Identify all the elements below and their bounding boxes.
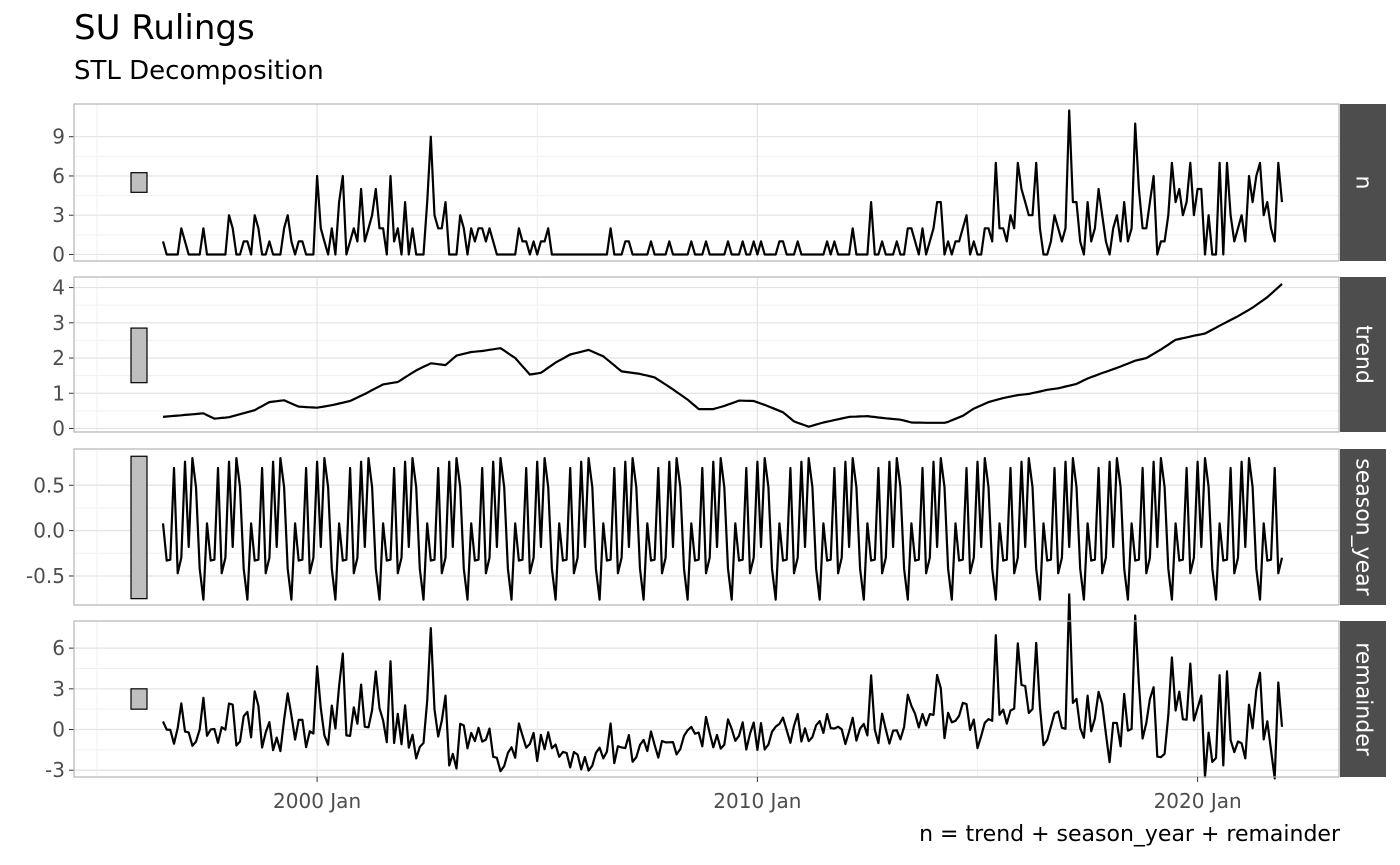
facet-strip-remainder <box>1340 621 1386 777</box>
y-tick-label: 3 <box>52 677 65 701</box>
y-tick-label: 0 <box>52 416 65 440</box>
facet-label-remainder: remainder <box>1351 642 1376 757</box>
facet-strip-trend <box>1340 277 1386 432</box>
panel-border <box>73 276 1340 433</box>
y-tick-label: 3 <box>52 311 65 335</box>
y-tick-label: 0 <box>52 242 65 266</box>
y-tick-label: 0.5 <box>33 473 65 497</box>
series-line-n <box>161 109 1284 256</box>
y-tick-label: -0.5 <box>26 564 65 588</box>
y-tick-label: 3 <box>52 203 65 227</box>
panel-n-background <box>74 104 1339 261</box>
y-tick-label: 0 <box>52 718 65 742</box>
y-tick-label: 6 <box>52 164 65 188</box>
y-tick-label: -3 <box>45 758 65 782</box>
panel-remainder-background <box>74 621 1339 777</box>
panel-border <box>73 448 1340 606</box>
x-tick-label: 2020 Jan <box>1154 789 1242 813</box>
x-tick-label: 2000 Jan <box>273 789 361 813</box>
y-tick-label: 6 <box>52 636 65 660</box>
panel-border <box>73 103 1340 262</box>
y-tick-label: 1 <box>52 381 65 405</box>
series-line-trend <box>162 283 1283 428</box>
y-tick-label: 9 <box>52 125 65 149</box>
range-bar-remainder <box>130 688 148 710</box>
series-line-season_year <box>161 457 1284 601</box>
panel-trend-background <box>74 277 1339 432</box>
series-line-remainder <box>161 593 1284 780</box>
y-tick-label: 4 <box>52 276 65 300</box>
range-bar-trend <box>130 327 148 384</box>
chart-caption: n = trend + season_year + remainder <box>919 822 1340 847</box>
x-tick-label: 2010 Jan <box>713 789 801 813</box>
panel-border <box>73 620 1340 778</box>
facet-strip-season_year <box>1340 449 1386 605</box>
facet-label-trend: trend <box>1351 325 1376 384</box>
range-bar-season_year <box>130 455 148 600</box>
y-tick-label: 0.0 <box>33 519 65 543</box>
facet-label-season_year: season_year <box>1351 458 1376 596</box>
facet-strip-n <box>1340 104 1386 261</box>
range-bar-n <box>130 172 148 193</box>
chart-title: SU Rulings <box>74 8 255 48</box>
facet-label-n: n <box>1351 176 1376 190</box>
chart-subtitle: STL Decomposition <box>74 56 324 86</box>
y-tick-label: 2 <box>52 346 65 370</box>
